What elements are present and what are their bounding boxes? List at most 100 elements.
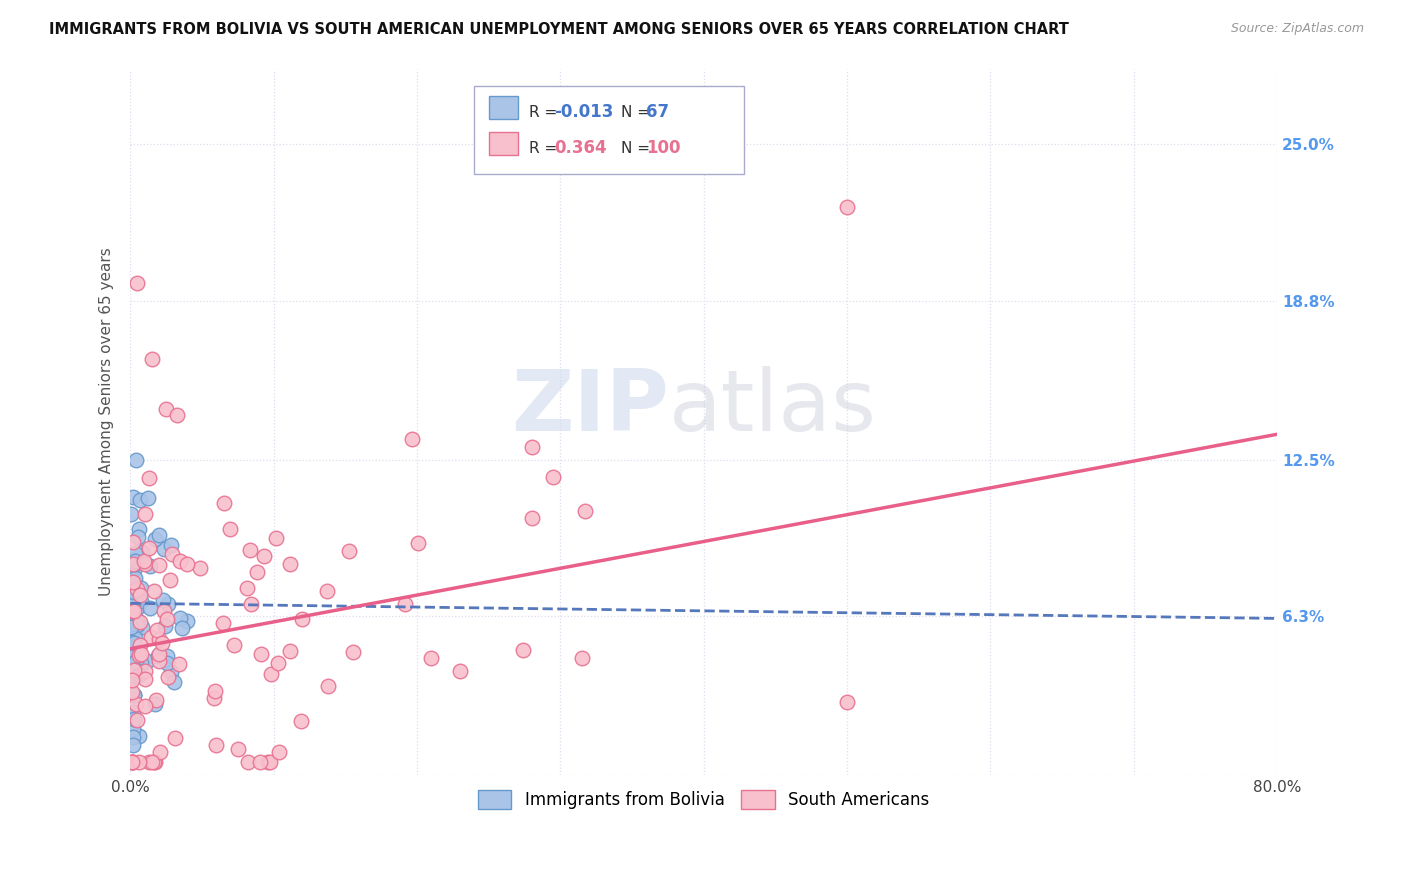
Point <box>125 698 148 712</box>
Point <box>342 645 364 659</box>
Point <box>124 558 146 572</box>
Point <box>156 656 179 670</box>
Point <box>134 672 156 686</box>
Point <box>139 630 162 644</box>
Point <box>139 558 162 573</box>
Point <box>121 632 143 647</box>
Point <box>152 593 174 607</box>
Point <box>131 582 153 596</box>
Point <box>124 571 146 585</box>
Point <box>156 670 179 684</box>
Point <box>148 632 170 646</box>
Point <box>122 574 145 589</box>
Point <box>129 594 152 608</box>
Point <box>520 511 543 525</box>
Point <box>172 621 194 635</box>
Point <box>128 522 150 536</box>
Point <box>267 745 290 759</box>
Point <box>121 685 143 699</box>
Point <box>143 697 166 711</box>
Point <box>157 597 180 611</box>
Point <box>125 618 148 632</box>
FancyBboxPatch shape <box>489 96 517 120</box>
Point <box>129 492 152 507</box>
Point <box>165 731 187 745</box>
Point <box>125 664 148 678</box>
Text: N =: N = <box>621 105 655 120</box>
Point <box>512 643 534 657</box>
FancyBboxPatch shape <box>474 87 744 175</box>
Point <box>148 654 170 668</box>
Point <box>124 631 146 645</box>
Point <box>520 440 543 454</box>
Point <box>121 755 143 769</box>
Point <box>394 597 416 611</box>
Point <box>260 667 283 681</box>
Point <box>219 522 242 536</box>
Point <box>122 599 145 614</box>
Point <box>246 565 269 579</box>
Point <box>120 507 142 521</box>
Point <box>149 745 172 759</box>
Point <box>138 755 160 769</box>
Point <box>121 557 143 571</box>
Point <box>256 755 278 769</box>
Point <box>240 598 263 612</box>
Point <box>131 545 153 559</box>
Point <box>122 669 145 683</box>
Text: Source: ZipAtlas.com: Source: ZipAtlas.com <box>1230 22 1364 36</box>
Point <box>212 496 235 510</box>
Point <box>121 604 143 618</box>
Point <box>121 730 143 744</box>
Point <box>120 634 142 648</box>
Point <box>449 664 471 678</box>
Point <box>159 538 181 552</box>
Point <box>163 675 186 690</box>
Point <box>156 649 179 664</box>
Point <box>122 688 145 702</box>
Point <box>250 647 273 661</box>
Point <box>202 690 225 705</box>
Text: R =: R = <box>530 105 562 120</box>
Text: R =: R = <box>530 141 562 156</box>
Point <box>148 558 170 572</box>
Point <box>155 402 177 417</box>
Text: 0.364: 0.364 <box>554 139 607 157</box>
Point <box>835 695 858 709</box>
Point <box>124 580 146 594</box>
Point <box>204 684 226 698</box>
Point <box>129 615 152 630</box>
Point <box>236 755 259 769</box>
Y-axis label: Unemployment Among Seniors over 65 years: Unemployment Among Seniors over 65 years <box>100 247 114 596</box>
Point <box>122 689 145 703</box>
Point <box>212 616 235 631</box>
Point <box>135 654 157 668</box>
Point <box>125 623 148 637</box>
Point <box>122 585 145 599</box>
Point <box>167 657 190 671</box>
Point <box>121 640 143 654</box>
Point <box>128 588 150 602</box>
Point <box>124 592 146 607</box>
Point <box>136 491 159 506</box>
Point <box>145 532 167 546</box>
Point <box>266 531 288 545</box>
Point <box>128 755 150 769</box>
Text: N =: N = <box>621 141 655 156</box>
Point <box>169 553 191 567</box>
Point <box>134 664 156 678</box>
Point <box>176 614 198 628</box>
Text: IMMIGRANTS FROM BOLIVIA VS SOUTH AMERICAN UNEMPLOYMENT AMONG SENIORS OVER 65 YEA: IMMIGRANTS FROM BOLIVIA VS SOUTH AMERICA… <box>49 22 1069 37</box>
Point <box>124 561 146 575</box>
Point <box>156 612 179 626</box>
Point <box>169 611 191 625</box>
Point <box>124 546 146 560</box>
Point <box>159 574 181 588</box>
Text: 100: 100 <box>647 139 681 157</box>
Point <box>226 742 249 756</box>
Point <box>138 601 160 615</box>
Point <box>134 553 156 567</box>
Point <box>122 738 145 752</box>
Point <box>574 503 596 517</box>
Point <box>121 673 143 687</box>
